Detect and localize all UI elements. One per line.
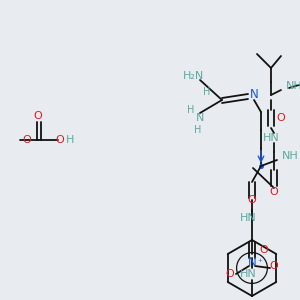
Text: O: O xyxy=(270,187,278,197)
Text: H: H xyxy=(66,135,74,145)
Text: H: H xyxy=(187,105,195,115)
Text: O: O xyxy=(22,135,32,145)
Text: N: N xyxy=(196,113,204,123)
Text: O: O xyxy=(270,261,278,271)
Text: ⁻: ⁻ xyxy=(237,269,242,278)
Text: NH: NH xyxy=(286,81,300,91)
Text: N: N xyxy=(248,256,256,268)
Text: N: N xyxy=(250,88,258,100)
Text: H: H xyxy=(194,125,202,135)
Text: HN: HN xyxy=(240,269,256,279)
Text: O: O xyxy=(56,135,64,145)
Text: O: O xyxy=(226,269,234,279)
Text: ⁺: ⁺ xyxy=(258,257,262,266)
Text: O: O xyxy=(248,195,256,205)
Text: O: O xyxy=(260,245,268,255)
Text: HN: HN xyxy=(240,213,256,223)
Text: NH: NH xyxy=(282,151,298,161)
Text: HN: HN xyxy=(262,133,279,143)
Text: O: O xyxy=(277,113,285,123)
Text: H₂N: H₂N xyxy=(182,71,204,81)
Text: O: O xyxy=(34,111,42,121)
Text: H: H xyxy=(203,87,211,97)
